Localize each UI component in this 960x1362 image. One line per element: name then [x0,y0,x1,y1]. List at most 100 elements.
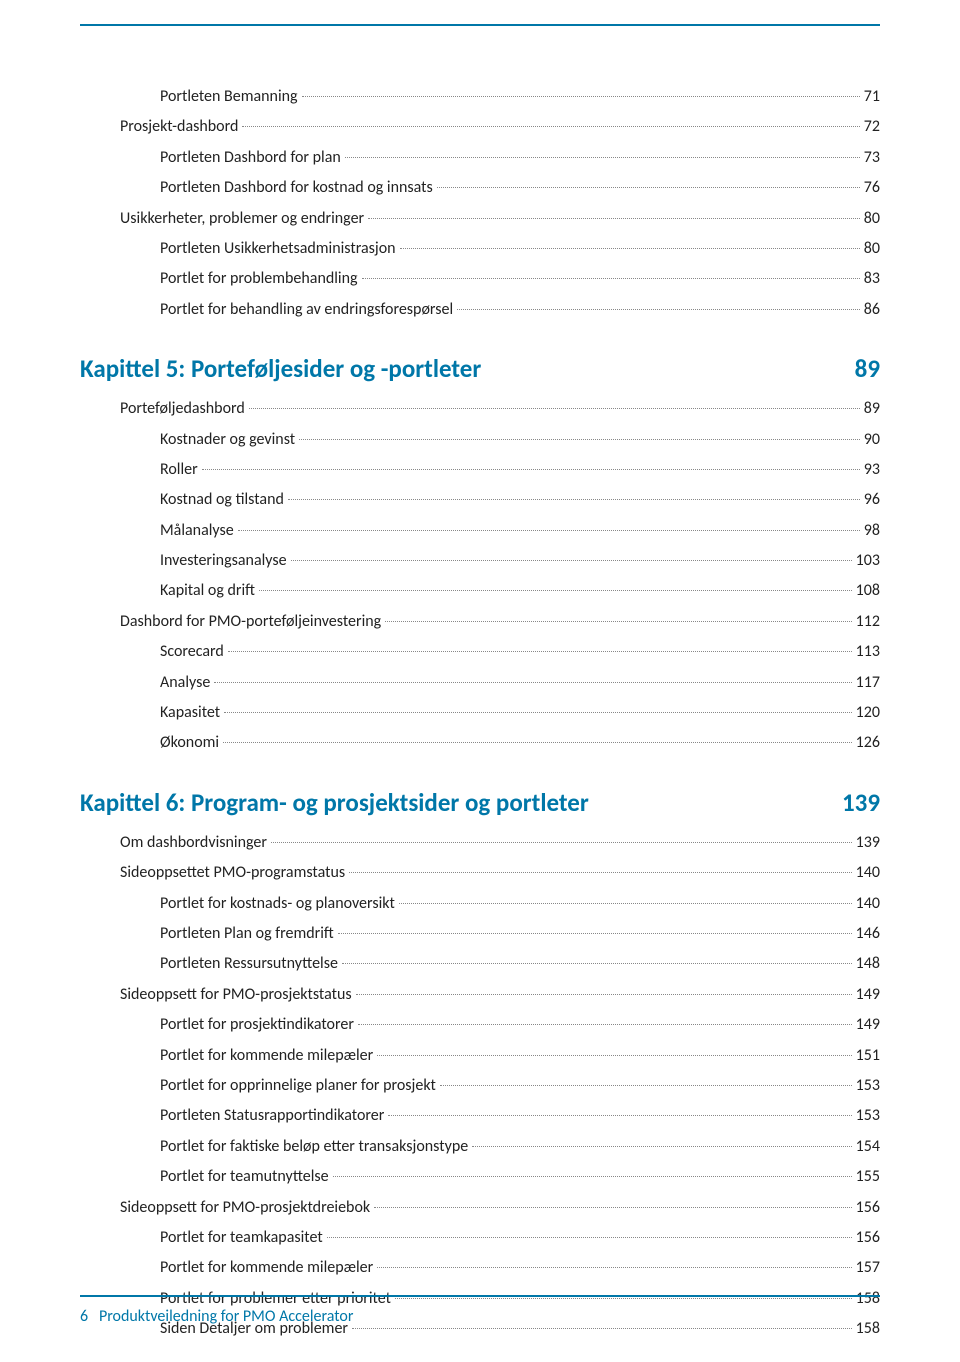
toc-entry-page: 149 [856,980,880,1010]
toc-entry: Sideoppsettet PMO-programstatus140 [80,858,880,888]
chapter-6-page: 139 [822,787,880,818]
toc-leader-dots [457,309,860,310]
toc-leader-dots [377,1267,851,1268]
toc-entry: Kapasitet 120 [80,698,880,728]
toc-entry-label: Portleten Bemanning [160,82,298,112]
toc-entry: Portlet for teamutnyttelse155 [80,1162,880,1192]
toc-entry: Økonomi 126 [80,728,880,758]
toc-leader-dots [362,278,860,279]
chapter-5-title: Kapittel 5: Porteføljesider og -portlete… [80,353,835,384]
toc-entry: Portlet for kommende milepæler 151 [80,1041,880,1071]
toc-entry-label: Scorecard [160,637,224,667]
footer-doc-title: Produktveiledning for PMO Accelerator [99,1307,353,1326]
toc-entry-page: 76 [864,173,880,203]
toc-entry: Roller93 [80,455,880,485]
toc-entry-page: 126 [856,728,880,758]
toc-entry-page: 83 [864,264,880,294]
toc-entry-label: Portlet for opprinnelige planer for pros… [160,1071,436,1101]
toc-entry: Portleten Usikkerhetsadministrasjon80 [80,234,880,264]
toc-entry-page: 113 [856,637,880,667]
page-container: Portleten Bemanning71Prosjekt-dashbord72… [0,0,960,1362]
toc-entry-page: 153 [856,1101,880,1131]
toc-entry: Portleten Bemanning71 [80,82,880,112]
toc-entry-label: Prosjekt-dashbord [120,112,238,142]
toc-entry: Portlet for kommende milepæler157 [80,1253,880,1283]
toc-entry-label: Portleten Statusrapportindikatorer [160,1101,384,1131]
toc-leader-dots [223,742,852,743]
toc-entry: Portleten Dashbord for plan73 [80,143,880,173]
toc-entry: Portlet for prosjektindikatorer149 [80,1010,880,1040]
toc-leader-dots [368,218,860,219]
toc-entry-page: 93 [864,455,880,485]
toc-entry-page: 139 [856,828,880,858]
toc-entry-label: Portlet for faktiske beløp etter transak… [160,1132,468,1162]
toc-entry: Portlet for kostnads- og planoversikt 140 [80,889,880,919]
toc-entry-page: 140 [856,889,880,919]
toc-entry-label: Portlet for teamkapasitet [160,1223,323,1253]
toc-entry-page: 120 [856,698,880,728]
toc-entry-label: Portlet for problembehandling [160,264,358,294]
toc-leader-dots [202,469,860,470]
toc-entry-label: Investeringsanalyse [160,546,287,576]
toc-entry-label: Sideoppsett for PMO-prosjektdreiebok [120,1193,370,1223]
toc-entry: Sideoppsett for PMO-prosjektstatus 149 [80,980,880,1010]
toc-entry-label: Portleten Plan og fremdrift [160,919,334,949]
toc-leader-dots [224,712,852,713]
toc-entry: Kostnad og tilstand96 [80,485,880,515]
toc-entry: Portleten Dashbord for kostnad og innsat… [80,173,880,203]
toc-leader-dots [228,651,852,652]
toc-leader-dots [349,872,852,873]
footer-text: 6 Produktveiledning for PMO Accelerator [80,1307,880,1326]
toc-entry-label: Om dashbordvisninger [120,828,267,858]
toc-entry: Portlet for faktiske beløp etter transak… [80,1132,880,1162]
toc-leader-dots [399,903,852,904]
toc-leader-dots [238,530,860,531]
toc-leader-dots [437,187,860,188]
toc-leader-dots [338,933,852,934]
page-footer: 6 Produktveiledning for PMO Accelerator [80,1295,880,1326]
toc-entry-page: 156 [856,1223,880,1253]
toc-entry-label: Analyse [160,668,210,698]
toc-entry: Portlet for problembehandling 83 [80,264,880,294]
toc-entry-page: 151 [856,1041,880,1071]
toc-leader-dots [400,248,860,249]
chapter-5-heading: Kapittel 5: Porteføljesider og -portlete… [80,353,880,384]
toc-entry-page: 103 [856,546,880,576]
top-rule [80,24,880,26]
toc-entry-label: Målanalyse [160,516,234,546]
toc-entry-page: 156 [856,1193,880,1223]
toc-entry-page: 80 [864,234,880,264]
toc-entry: Dashbord for PMO-porteføljeinvestering11… [80,607,880,637]
toc-entry: Portlet for teamkapasitet 156 [80,1223,880,1253]
toc-leader-dots [299,439,860,440]
toc-entry-label: Kapasitet [160,698,220,728]
toc-leader-dots [242,126,859,127]
toc-leader-dots [288,499,860,500]
chapter-5-page: 89 [835,353,880,384]
toc-entry-page: 117 [856,668,880,698]
toc-entry-label: Dashbord for PMO-porteføljeinvestering [120,607,381,637]
footer-page-number: 6 [80,1307,88,1326]
toc-entry-label: Økonomi [160,728,219,758]
toc-top-block: Portleten Bemanning71Prosjekt-dashbord72… [80,82,880,325]
toc-leader-dots [388,1115,851,1116]
toc-entry-label: Portlet for kommende milepæler [160,1041,373,1071]
toc-entry: Scorecard 113 [80,637,880,667]
toc-entry: Om dashbordvisninger 139 [80,828,880,858]
toc-entry-label: Kapital og drift [160,576,255,606]
toc-entry: Investeringsanalyse 103 [80,546,880,576]
toc-entry-label: Sideoppsett for PMO-prosjektstatus [120,980,352,1010]
toc-entry-label: Portlet for kommende milepæler [160,1253,373,1283]
toc-entry-page: 148 [856,949,880,979]
toc-entry-page: 96 [864,485,880,515]
toc-entry-page: 108 [856,576,880,606]
toc-entry-label: Portlet for kostnads- og planoversikt [160,889,395,919]
toc-entry-page: 149 [856,1010,880,1040]
toc-entry-page: 86 [864,295,880,325]
toc-entry-page: 146 [856,919,880,949]
toc-leader-dots [352,1328,852,1329]
toc-entry-page: 98 [864,516,880,546]
toc-entry-page: 80 [864,204,880,234]
chapter-6-heading: Kapittel 6: Program- og prosjektsider og… [80,787,880,818]
toc-chapter5-block: Porteføljedashbord89Kostnader og gevinst… [80,394,880,759]
